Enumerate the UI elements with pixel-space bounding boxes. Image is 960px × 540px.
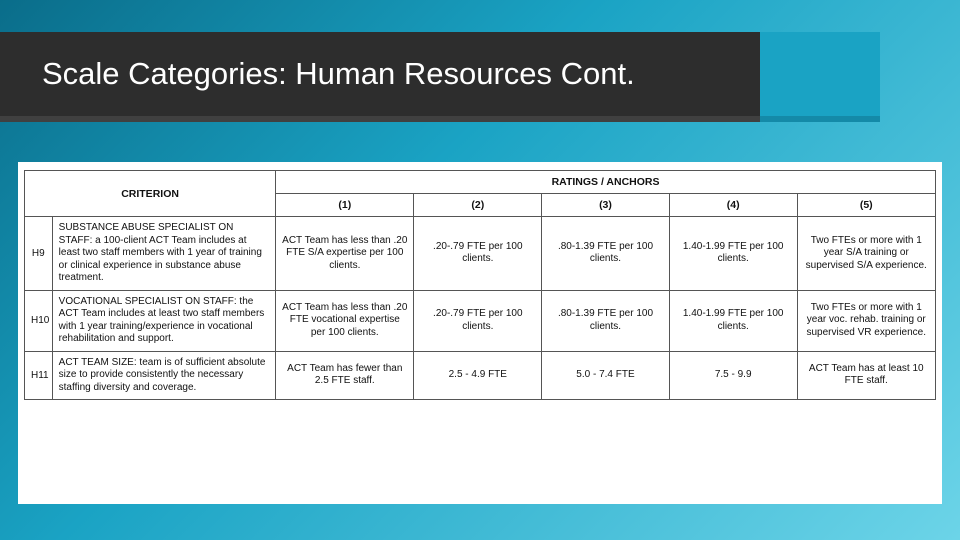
criterion-id: H11 <box>25 351 53 400</box>
col-header-criterion: CRITERION <box>25 171 276 217</box>
col-header-level-4: (4) <box>669 194 797 217</box>
criteria-table: CRITERION RATINGS / ANCHORS (1) (2) (3) … <box>24 170 936 400</box>
rating-2: 2.5 - 4.9 FTE <box>414 351 542 400</box>
criteria-table-container: CRITERION RATINGS / ANCHORS (1) (2) (3) … <box>18 162 942 504</box>
table-row: H11 ACT TEAM SIZE: team is of sufficient… <box>25 351 936 400</box>
slide: Scale Categories: Human Resources Cont. … <box>0 0 960 540</box>
rating-5: Two FTEs or more with 1 year voc. rehab.… <box>797 290 935 351</box>
slide-title: Scale Categories: Human Resources Cont. <box>42 56 635 92</box>
table-header-row-1: CRITERION RATINGS / ANCHORS <box>25 171 936 194</box>
col-header-level-3: (3) <box>542 194 670 217</box>
table-row: H9 SUBSTANCE ABUSE SPECIALIST ON STAFF: … <box>25 217 936 291</box>
rating-2: .20-.79 FTE per 100 clients. <box>414 217 542 291</box>
rating-1: ACT Team has fewer than 2.5 FTE staff. <box>276 351 414 400</box>
rating-5: Two FTEs or more with 1 year S/A trainin… <box>797 217 935 291</box>
rating-3: .80-1.39 FTE per 100 clients. <box>542 217 670 291</box>
rating-5: ACT Team has at least 10 FTE staff. <box>797 351 935 400</box>
rating-4: 7.5 - 9.9 <box>669 351 797 400</box>
criterion-id: H10 <box>25 290 53 351</box>
col-header-ratings: RATINGS / ANCHORS <box>276 171 936 194</box>
title-bar: Scale Categories: Human Resources Cont. <box>0 32 760 122</box>
table-row: H10 VOCATIONAL SPECIALIST ON STAFF: the … <box>25 290 936 351</box>
rating-3: .80-1.39 FTE per 100 clients. <box>542 290 670 351</box>
col-header-level-1: (1) <box>276 194 414 217</box>
rating-1: ACT Team has less than .20 FTE vocationa… <box>276 290 414 351</box>
rating-4: 1.40-1.99 FTE per 100 clients. <box>669 290 797 351</box>
rating-1: ACT Team has less than .20 FTE S/A exper… <box>276 217 414 291</box>
criterion-text: VOCATIONAL SPECIALIST ON STAFF: the ACT … <box>52 290 275 351</box>
col-header-level-5: (5) <box>797 194 935 217</box>
accent-square <box>760 32 880 122</box>
rating-2: .20-.79 FTE per 100 clients. <box>414 290 542 351</box>
criterion-id: H9 <box>25 217 53 291</box>
criterion-text: SUBSTANCE ABUSE SPECIALIST ON STAFF: a 1… <box>52 217 275 291</box>
rating-3: 5.0 - 7.4 FTE <box>542 351 670 400</box>
rating-4: 1.40-1.99 FTE per 100 clients. <box>669 217 797 291</box>
criterion-text: ACT TEAM SIZE: team is of sufficient abs… <box>52 351 275 400</box>
col-header-level-2: (2) <box>414 194 542 217</box>
